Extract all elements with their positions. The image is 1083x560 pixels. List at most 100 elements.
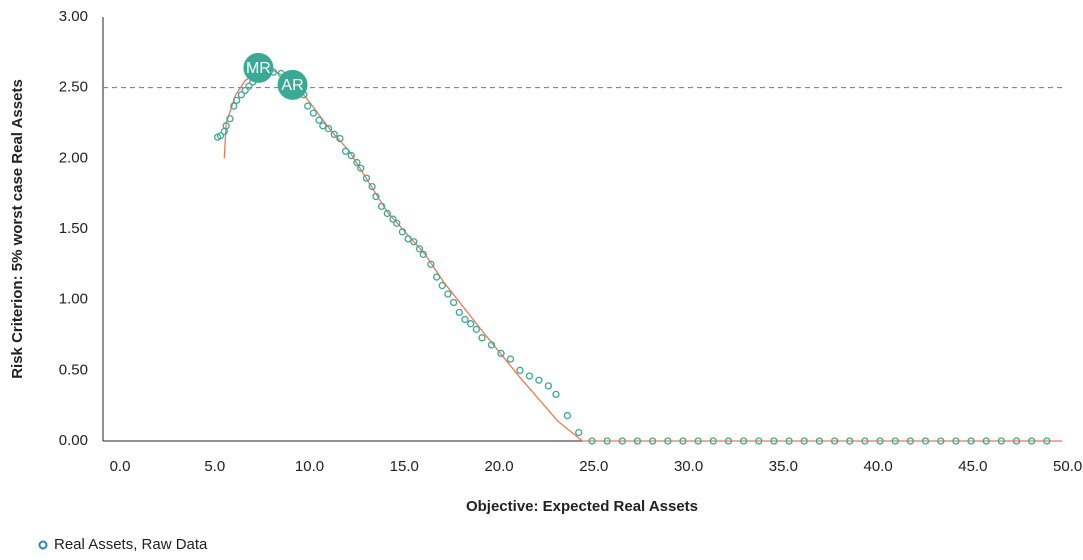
data-point xyxy=(404,235,412,243)
data-point xyxy=(648,437,657,445)
data-point xyxy=(226,115,234,123)
data-point xyxy=(588,437,596,445)
data-point xyxy=(525,372,534,380)
y-tick-label: 0.50 xyxy=(59,361,88,378)
data-point xyxy=(997,437,1006,445)
annotation-marker xyxy=(277,69,308,100)
data-point xyxy=(341,147,350,155)
data-point xyxy=(372,192,380,201)
x-tick-label: 30.0 xyxy=(674,458,703,475)
y-tick-label: 2.00 xyxy=(59,149,88,166)
x-tick-label: 35.0 xyxy=(769,458,798,475)
y-tick-label: 1.00 xyxy=(59,291,88,308)
data-point xyxy=(467,320,475,328)
x-tick-label: 25.0 xyxy=(579,458,608,475)
x-tick-label: 20.0 xyxy=(484,458,513,475)
x-tick-label: 45.0 xyxy=(958,458,987,475)
data-point xyxy=(739,437,748,445)
data-point xyxy=(575,428,583,437)
data-point xyxy=(383,209,391,218)
data-point xyxy=(563,411,571,420)
x-tick-label: 15.0 xyxy=(390,458,419,475)
legend-marker xyxy=(38,540,48,550)
x-tick-label: 0.0 xyxy=(110,458,131,475)
data-point xyxy=(1028,437,1036,445)
data-point xyxy=(330,130,338,138)
data-point xyxy=(633,437,642,445)
data-point xyxy=(432,273,441,281)
y-tick-label: 3.00 xyxy=(59,8,88,25)
data-point xyxy=(245,82,253,90)
data-point xyxy=(368,182,376,191)
data-point xyxy=(770,437,778,445)
data-point xyxy=(830,437,839,445)
data-point xyxy=(709,437,717,445)
annotation-marker xyxy=(243,52,274,83)
data-point xyxy=(982,437,990,445)
data-point xyxy=(506,355,515,363)
fit-line xyxy=(223,70,1062,442)
data-point xyxy=(241,86,249,95)
data-point xyxy=(304,102,312,110)
data-point xyxy=(478,334,486,342)
data-point xyxy=(362,174,371,182)
data-point xyxy=(937,437,945,445)
data-point xyxy=(906,437,915,445)
data-point xyxy=(216,132,225,140)
x-axis-label: Objective: Expected Real Assets xyxy=(466,498,698,515)
data-point xyxy=(603,437,611,445)
data-point xyxy=(497,349,505,358)
y-axis-label: Risk Criterion: 5% worst case Real Asset… xyxy=(9,79,26,379)
data-point xyxy=(952,437,960,445)
data-point xyxy=(398,228,407,236)
data-point xyxy=(618,437,626,445)
data-point xyxy=(800,437,808,445)
data-point xyxy=(449,298,458,307)
data-point xyxy=(377,202,386,211)
data-point xyxy=(222,122,230,130)
data-point xyxy=(232,96,241,105)
data-point xyxy=(419,250,427,259)
x-tick-label: 10.0 xyxy=(295,458,324,475)
data-point xyxy=(347,151,355,160)
y-tick-label: 1.50 xyxy=(59,220,88,237)
data-point xyxy=(815,437,824,445)
data-point xyxy=(891,437,899,445)
data-point xyxy=(516,366,524,374)
x-tick-label: 50.0 xyxy=(1053,458,1082,475)
data-point xyxy=(724,437,733,445)
data-point xyxy=(427,260,435,268)
data-point xyxy=(324,125,333,133)
data-point xyxy=(336,134,344,143)
data-point xyxy=(967,437,975,445)
data-point xyxy=(785,437,793,445)
data-point xyxy=(1043,437,1051,445)
data-point xyxy=(309,109,318,117)
data-point xyxy=(393,219,401,227)
data-point xyxy=(357,164,365,172)
data-point xyxy=(315,116,323,124)
data-point xyxy=(679,437,687,445)
data-point xyxy=(861,437,869,445)
y-tick-label: 2.50 xyxy=(59,79,88,96)
data-point xyxy=(544,382,553,390)
data-point xyxy=(444,290,452,298)
data-point xyxy=(1012,437,1021,445)
data-point xyxy=(755,437,763,445)
data-point xyxy=(415,245,424,253)
data-point xyxy=(921,437,930,445)
data-point xyxy=(389,215,397,223)
data-point xyxy=(438,281,446,290)
data-point xyxy=(535,376,543,384)
data-point xyxy=(664,437,672,445)
data-point xyxy=(472,325,481,333)
data-point xyxy=(876,437,884,445)
data-point xyxy=(461,315,469,324)
data-point xyxy=(353,158,361,167)
data-point xyxy=(230,102,238,110)
data-point xyxy=(487,341,496,349)
data-point xyxy=(552,390,560,399)
data-point xyxy=(455,308,463,317)
data-point xyxy=(237,91,246,99)
